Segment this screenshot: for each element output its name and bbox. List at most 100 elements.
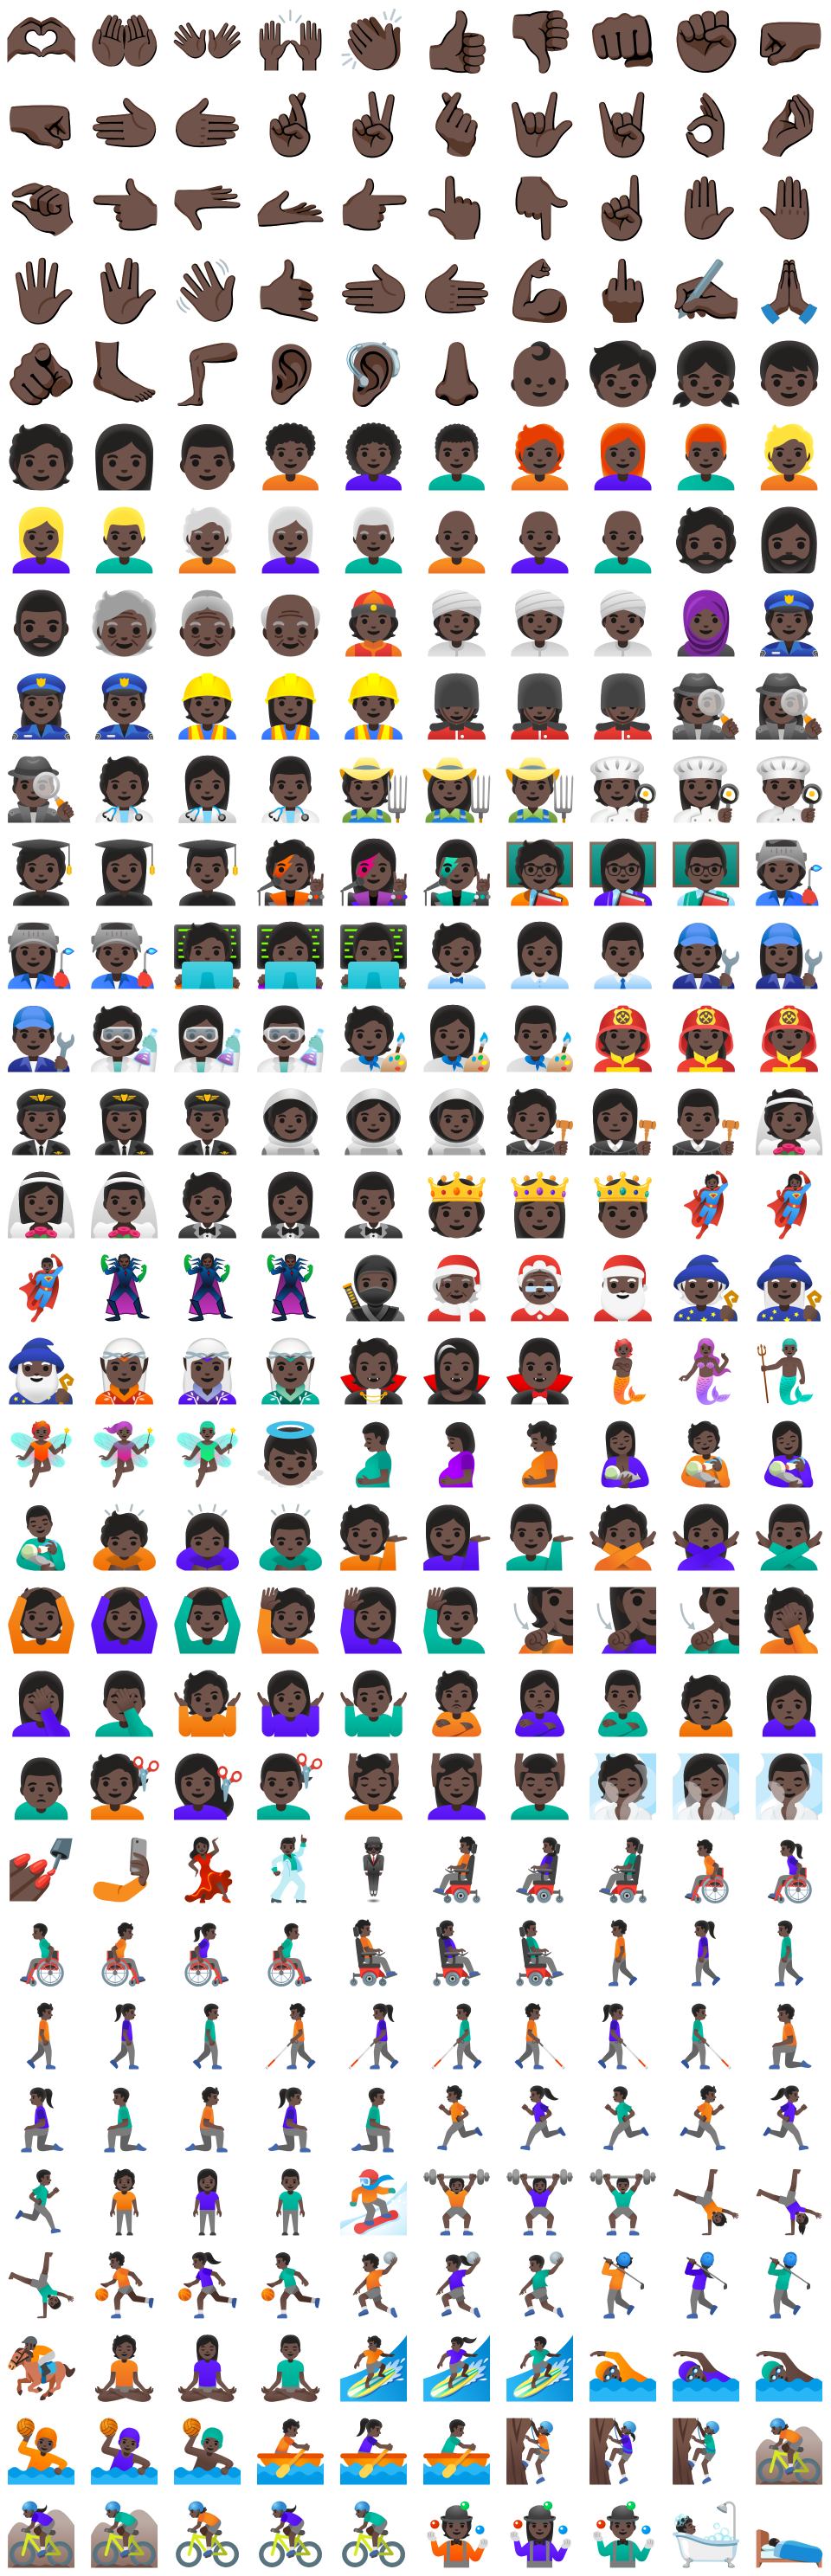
woman-fairy-emoji: 🧚🏿‍♀️ [87, 1419, 163, 1490]
person-bowing-emoji: 🙇🏿 [87, 1502, 163, 1573]
index-pointing-at-viewer-emoji: 🫵🏿 [3, 338, 80, 409]
woman-playing-water-polo-emoji: 🤽🏿‍♀️ [87, 2416, 163, 2487]
person-red-hair-emoji: 🧑🏿‍🦰 [502, 422, 578, 493]
snowboarder-emoji: 🏂🏿 [336, 2167, 412, 2238]
ok-hand-emoji: 👌🏿 [668, 89, 744, 160]
person-bald-emoji: 🧑🏿‍🦲 [419, 505, 495, 576]
old-man-emoji: 👴🏿 [253, 588, 329, 659]
deaf-man-emoji: 🧏🏿‍♂️ [668, 1585, 744, 1656]
woman-construction-worker-emoji: 👷🏿‍♀️ [253, 671, 329, 742]
baby-angel-emoji: 👼🏿 [253, 1419, 329, 1490]
sign-of-the-horns-emoji: 🤘🏿 [585, 89, 661, 160]
woman-singer-emoji: 👩🏿‍🎤 [336, 837, 412, 908]
thumbs-down-emoji: 👎🏿 [502, 6, 578, 77]
man-dancing-emoji: 🕺🏿 [253, 1834, 329, 1905]
man-office-worker-emoji: 👨🏿‍💼 [585, 920, 661, 991]
man-tipping-hand-emoji: 💁🏿‍♂️ [502, 1502, 578, 1573]
person-in-bed-emoji: 🛌🏿 [751, 2499, 828, 2570]
man-swimming-emoji: 🏊🏿‍♂️ [751, 2333, 828, 2404]
crossed-fingers-emoji: 🤞🏿 [253, 89, 329, 160]
man-playing-water-polo-emoji: 🤽🏿‍♂️ [170, 2416, 246, 2487]
man-health-worker-emoji: 👨🏿‍⚕️ [253, 754, 329, 825]
woman-technologist-emoji: 👩🏿‍💻 [253, 920, 329, 991]
woman-in-motorized-wheelchair-emoji: 👩🏿‍🦼 [502, 1834, 578, 1905]
woman-with-veil-emoji: 👰🏿‍♀️ [3, 1169, 80, 1240]
woman-playing-handball-emoji: 🤾🏿‍♀️ [419, 2250, 495, 2321]
index-pointing-up-emoji: ☝🏿 [585, 172, 661, 243]
princess-emoji: 👸🏿 [502, 1169, 578, 1240]
right-facing-fist-emoji: 🤜🏿 [3, 89, 80, 160]
man-bouncing-ball-emoji: ⛹🏿‍♂️ [253, 2250, 329, 2321]
person-facepalming-emoji: 🤦🏿 [751, 1585, 828, 1656]
merman-emoji: 🧜🏿‍♂️ [751, 1336, 828, 1407]
person-raising-hand-emoji: 🙋🏿 [253, 1585, 329, 1656]
man-kneeling-emoji: 🧎🏿‍♂️ [87, 2083, 163, 2154]
man-in-lotus-position-emoji: 🧘🏿‍♂️ [253, 2333, 329, 2404]
person-in-lotus-position-emoji: 🧘🏿 [87, 2333, 163, 2404]
man-farmer-emoji: 👨🏿‍🌾 [502, 754, 578, 825]
prince-emoji: 🤴🏿 [585, 1169, 661, 1240]
person-skullcap-emoji: 👲🏿 [336, 588, 412, 659]
person-in-motorized-wheelchair-emoji: 🧑🏿‍🦼 [419, 1834, 495, 1905]
man-superhero-emoji: 🦸🏿‍♂️ [3, 1253, 80, 1323]
woman-running-right-emoji: 🏃🏿‍♀️‍➡️ [751, 2083, 828, 2154]
mx-claus-emoji: 🧑🏿‍🎄 [419, 1253, 495, 1323]
woman-elf-emoji: 🧝🏿‍♀️ [170, 1336, 246, 1407]
teacher-emoji: 🧑🏿‍🏫 [502, 837, 578, 908]
person-running-emoji: 🏃🏿 [419, 2083, 495, 2154]
open-hands-emoji: 👐🏿 [170, 6, 246, 77]
older-person-emoji: 🧓🏿 [87, 588, 163, 659]
man-in-steamy-room-emoji: 🧖🏿‍♂️ [751, 1751, 828, 1822]
man-pilot-emoji: 👨🏿‍✈️ [170, 1086, 246, 1157]
mage-emoji: 🧙🏿 [668, 1253, 744, 1323]
fairy-emoji: 🧚🏿 [3, 1419, 80, 1490]
man-walking-emoji: 🚶🏿‍♂️ [751, 1917, 828, 1988]
handshake-right-emoji: 🫱🏿 [419, 255, 495, 326]
person-gesturing-no-emoji: 🙅🏿 [585, 1502, 661, 1573]
person-with-white-cane-emoji: 🧑🏿‍🦯 [253, 2000, 329, 2071]
woman-juggling-emoji: 🤹🏿‍♀️ [502, 2499, 578, 2570]
man-gesturing-ok-emoji: 🙆🏿‍♂️ [170, 1585, 246, 1656]
woman-lifting-weights-emoji: 🏋🏿‍♀️ [502, 2167, 578, 2238]
person-cartwheeling-emoji: 🤸🏿 [668, 2167, 744, 2238]
flexed-biceps-emoji: 💪🏿 [502, 255, 578, 326]
man-rowing-boat-emoji: 🚣🏿‍♂️ [419, 2416, 495, 2487]
woman-pouting-emoji: 🙎🏿‍♀️ [502, 1668, 578, 1739]
man-golfing-emoji: 🏌🏿‍♂️ [751, 2250, 828, 2321]
call-me-hand-emoji: 🤙🏿 [253, 255, 329, 326]
woman-in-manual-wheelchair-emoji: 👩🏿‍🦽 [751, 1834, 828, 1905]
woman-dancing-emoji: 💃🏿 [170, 1834, 246, 1905]
man-supervillain-emoji: 🦹🏿‍♂️ [253, 1253, 329, 1323]
man-bowing-emoji: 🙇🏿‍♂️ [253, 1502, 329, 1573]
detective-emoji: 🕵🏿 [668, 671, 744, 742]
woman-walking-emoji: 🚶🏿‍♀️ [668, 1917, 744, 1988]
man-juggling-emoji: 🤹🏿‍♂️ [585, 2499, 661, 2570]
man-surfing-emoji: 🏄🏿‍♂️ [502, 2333, 578, 2404]
person-standing-emoji: 🧍🏿 [87, 2167, 163, 2238]
clapping-hands-emoji: 👏🏿 [336, 6, 412, 77]
raising-hands-emoji: 🙌🏿 [253, 6, 329, 77]
woman-curly-hair-emoji: 👩🏿‍🦱 [336, 422, 412, 493]
left-facing-fist-emoji: 🤛🏿 [751, 6, 828, 77]
man-cook-emoji: 👨🏿‍🍳 [751, 754, 828, 825]
woman-in-tuxedo-emoji: 🤵🏿‍♀️ [253, 1169, 329, 1240]
man-gesturing-no-emoji: 🙅🏿‍♂️ [751, 1502, 828, 1573]
person-playing-water-polo-emoji: 🤽🏿 [3, 2416, 80, 2487]
woman-red-hair-emoji: 👩🏿‍🦰 [585, 422, 661, 493]
woman-in-manual-wheelchair-right-emoji: 👩🏿‍🦽‍➡️ [170, 1917, 246, 1988]
foot-emoji: 🦶🏿 [87, 338, 163, 409]
person-pouting-emoji: 🙎🏿 [419, 1668, 495, 1739]
man-fairy-emoji: 🧚🏿‍♂️ [170, 1419, 246, 1490]
woman-police-officer-emoji: 👮🏿‍♀️ [3, 671, 80, 742]
vampire-emoji: 🧛🏿 [336, 1336, 412, 1407]
baby-emoji: 👶🏿 [502, 338, 578, 409]
pregnant-woman-emoji: 🤰🏿 [419, 1419, 495, 1490]
person-in-suit-levitating-emoji: 🕴🏿 [336, 1834, 412, 1905]
person-beard-emoji: 🧔🏿 [668, 505, 744, 576]
office-worker-emoji: 🧑🏿‍💼 [419, 920, 495, 991]
palm-up-hand-emoji: 🫴🏿 [253, 172, 329, 243]
woman-headscarf-emoji: 🧕🏿 [668, 588, 744, 659]
man-guard-emoji: 💂🏿‍♂️ [585, 671, 661, 742]
handshake-left-emoji: 🫲🏿 [336, 255, 412, 326]
child-emoji: 🧒🏿 [585, 338, 661, 409]
